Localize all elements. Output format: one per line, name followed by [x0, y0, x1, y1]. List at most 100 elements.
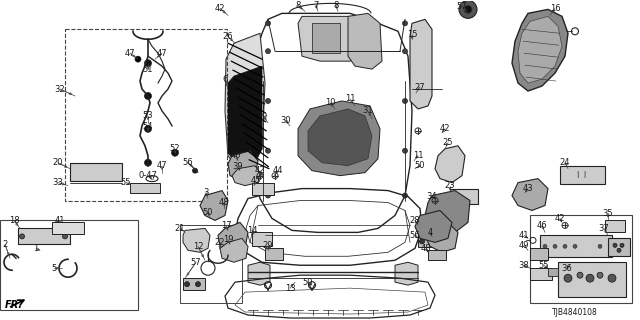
Bar — [540, 236, 612, 257]
Text: 56: 56 — [410, 231, 420, 240]
Text: 51: 51 — [143, 65, 153, 74]
Bar — [180, 225, 242, 303]
Text: 53: 53 — [143, 111, 154, 120]
Text: 21: 21 — [175, 224, 185, 233]
Circle shape — [597, 272, 603, 278]
Text: 12: 12 — [193, 242, 204, 251]
Bar — [130, 183, 160, 193]
Text: 5: 5 — [51, 264, 56, 273]
Text: 47: 47 — [125, 49, 135, 58]
Bar — [608, 238, 630, 256]
Polygon shape — [425, 191, 470, 232]
Circle shape — [586, 274, 594, 282]
Text: 9: 9 — [261, 112, 267, 121]
Bar — [312, 23, 340, 53]
Text: 32: 32 — [54, 84, 65, 93]
Polygon shape — [512, 179, 548, 211]
Circle shape — [419, 239, 424, 244]
Circle shape — [403, 148, 408, 153]
Text: 8: 8 — [295, 1, 301, 10]
Bar — [530, 268, 552, 280]
Text: 3: 3 — [204, 188, 209, 197]
Text: 43: 43 — [523, 184, 533, 193]
Text: 55: 55 — [539, 261, 549, 270]
Text: 57: 57 — [191, 258, 202, 267]
Text: 48: 48 — [219, 198, 229, 207]
Circle shape — [145, 92, 152, 100]
Text: 45: 45 — [251, 176, 261, 185]
Bar — [65, 29, 227, 201]
Circle shape — [19, 234, 24, 239]
Circle shape — [403, 21, 408, 26]
Text: 33: 33 — [52, 178, 63, 187]
Text: 42: 42 — [215, 4, 225, 13]
Text: 42: 42 — [440, 124, 451, 133]
Text: 36: 36 — [562, 264, 572, 273]
Circle shape — [266, 49, 271, 54]
Bar — [530, 215, 632, 303]
Text: 42: 42 — [555, 214, 565, 223]
Polygon shape — [228, 66, 262, 166]
Circle shape — [145, 60, 152, 67]
Polygon shape — [228, 151, 258, 180]
Bar — [418, 236, 436, 247]
Bar — [605, 220, 625, 232]
Text: 14: 14 — [247, 226, 257, 235]
Text: FR.: FR. — [5, 300, 23, 310]
Polygon shape — [218, 222, 248, 252]
Circle shape — [620, 243, 624, 247]
Text: 50: 50 — [203, 208, 213, 217]
Text: 41: 41 — [55, 216, 65, 225]
Bar — [252, 183, 274, 195]
Polygon shape — [425, 222, 458, 252]
Circle shape — [145, 125, 152, 132]
Text: 55: 55 — [121, 178, 131, 187]
Text: 22: 22 — [215, 238, 225, 247]
Circle shape — [553, 244, 557, 248]
Bar — [428, 250, 446, 260]
Text: 18: 18 — [9, 216, 19, 225]
Circle shape — [195, 282, 200, 287]
Circle shape — [563, 244, 567, 248]
Text: O: O — [150, 176, 154, 181]
Text: 41: 41 — [519, 231, 529, 240]
Text: 0-47: 0-47 — [139, 171, 157, 180]
Polygon shape — [183, 228, 210, 252]
Bar — [70, 163, 122, 180]
Text: 11: 11 — [345, 94, 355, 103]
Text: |  |: | | — [577, 171, 587, 178]
Text: 35: 35 — [603, 209, 613, 218]
Text: 20: 20 — [52, 158, 63, 167]
Text: 2: 2 — [3, 240, 8, 249]
Bar — [530, 248, 548, 260]
Text: 50: 50 — [303, 278, 313, 287]
Text: 19: 19 — [223, 235, 233, 244]
Text: 31: 31 — [363, 107, 373, 116]
Text: 7: 7 — [314, 1, 319, 10]
Polygon shape — [512, 9, 568, 91]
Text: 30: 30 — [281, 116, 291, 125]
Text: 8: 8 — [333, 1, 339, 10]
Polygon shape — [298, 101, 380, 176]
Circle shape — [266, 99, 271, 103]
Bar — [265, 248, 283, 260]
Bar — [558, 262, 626, 297]
Circle shape — [617, 248, 621, 252]
Circle shape — [63, 234, 67, 239]
Bar — [252, 232, 272, 246]
Text: 39: 39 — [233, 162, 243, 171]
Bar — [52, 222, 84, 234]
Circle shape — [403, 99, 408, 103]
Text: 49: 49 — [519, 241, 529, 250]
Text: 47: 47 — [157, 49, 167, 58]
Circle shape — [266, 193, 271, 198]
Bar — [183, 278, 205, 290]
Bar — [450, 188, 478, 204]
Polygon shape — [348, 13, 382, 69]
Polygon shape — [298, 16, 358, 61]
Circle shape — [613, 243, 617, 247]
Polygon shape — [415, 211, 452, 242]
Bar — [18, 228, 70, 244]
Text: 46: 46 — [537, 221, 547, 230]
Polygon shape — [248, 262, 270, 285]
